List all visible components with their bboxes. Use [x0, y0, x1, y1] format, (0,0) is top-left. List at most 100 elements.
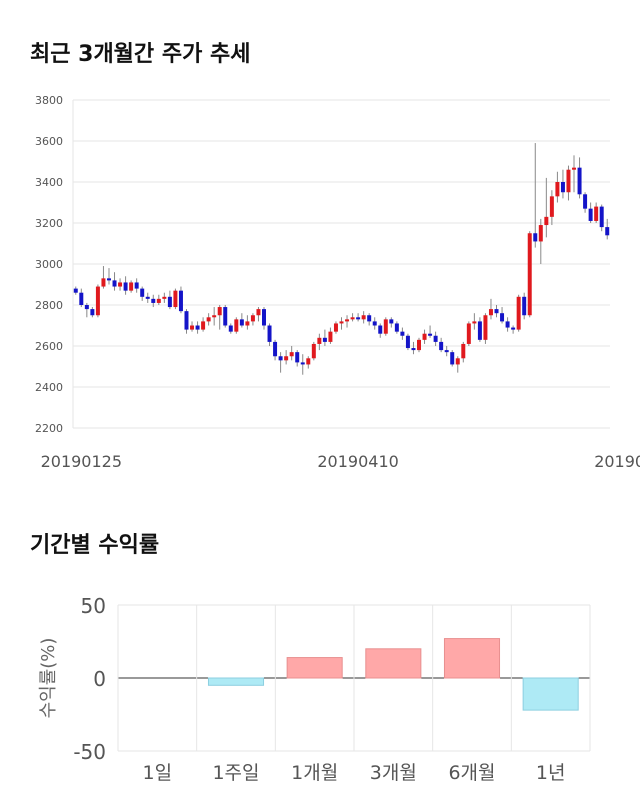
candle	[433, 331, 438, 346]
candle-body	[394, 323, 399, 332]
candle-body	[560, 182, 565, 193]
candle-body	[372, 321, 377, 326]
candle-body	[566, 169, 571, 193]
candle-body	[588, 208, 593, 221]
candle-body	[267, 325, 272, 342]
candle	[129, 280, 134, 293]
candle	[106, 268, 111, 285]
candle-body	[477, 321, 482, 340]
candle-body	[527, 233, 532, 316]
candle	[178, 286, 183, 314]
candle	[494, 305, 499, 318]
candle	[112, 272, 117, 291]
bar-grid	[117, 604, 591, 752]
bar-y-tick-label: -50	[73, 740, 106, 764]
candle	[156, 294, 161, 305]
candle	[605, 218, 610, 240]
candle-body	[428, 333, 433, 336]
candle	[184, 309, 189, 334]
candle	[367, 313, 372, 326]
candle-y-tick-label: 2200	[35, 422, 63, 435]
candle-body	[250, 315, 255, 322]
candle-grid	[72, 99, 610, 429]
bar-y-tick-label: 50	[81, 594, 106, 618]
candle-body	[245, 321, 250, 326]
candle	[295, 350, 300, 367]
candle-y-axis: 3800 3600 3400 3200 3000 2800 2600 2400 2200	[35, 94, 63, 435]
candle-y-tick-label: 3400	[35, 176, 63, 189]
candle-body	[605, 227, 610, 236]
candle	[101, 266, 106, 289]
candle-body	[356, 317, 361, 320]
candle-body	[134, 282, 139, 289]
bar-marks	[207, 638, 579, 711]
candle	[411, 341, 416, 355]
return-bar	[207, 677, 265, 686]
candle-body	[306, 358, 311, 365]
candle	[566, 165, 571, 201]
candle	[267, 323, 272, 346]
candle	[322, 329, 327, 346]
candle-body	[234, 319, 239, 332]
candle-body	[140, 288, 145, 297]
candle	[79, 288, 84, 308]
candle	[300, 354, 305, 375]
candle-body	[284, 356, 289, 361]
candle-y-tick-label: 3800	[35, 94, 63, 107]
candle-body	[433, 335, 438, 342]
candle-body	[555, 182, 560, 197]
candle-body	[422, 333, 427, 340]
candle	[544, 177, 549, 238]
candle-y-tick-label: 3000	[35, 258, 63, 271]
candle	[134, 278, 139, 293]
candle-body	[145, 296, 150, 299]
candle-body	[367, 315, 372, 322]
candle	[516, 294, 521, 332]
candle-body	[455, 358, 460, 365]
candle-body	[262, 309, 266, 326]
candle	[84, 302, 89, 318]
candle	[577, 157, 582, 199]
candle	[560, 169, 565, 199]
candle-body	[156, 298, 161, 303]
candle-body	[333, 323, 338, 332]
candle-body	[217, 307, 222, 316]
candle	[594, 202, 599, 223]
candle-body	[101, 278, 106, 287]
candle	[533, 143, 538, 248]
candle-body	[549, 196, 554, 217]
candle	[273, 339, 278, 361]
candle-body	[594, 206, 599, 221]
candle-body	[383, 319, 388, 334]
candle	[239, 313, 244, 328]
candle-body	[84, 305, 89, 310]
candle	[328, 327, 333, 344]
candle-body	[112, 280, 117, 287]
candle-body	[505, 321, 510, 328]
candle-body	[300, 362, 305, 365]
candle-body	[411, 348, 416, 351]
candle	[527, 231, 532, 318]
candle-body	[511, 327, 516, 330]
candle	[201, 317, 206, 332]
candle-marks	[73, 143, 610, 375]
candle	[140, 286, 145, 301]
candle	[383, 317, 388, 336]
candle-body	[494, 309, 499, 314]
candle	[256, 307, 261, 322]
bar-x-axis: 1일 1주일 1개월 3개월 6개월 1년	[143, 762, 566, 784]
candle-body	[223, 307, 228, 326]
candle-body	[389, 319, 394, 324]
candle	[488, 298, 493, 320]
candle	[356, 313, 361, 322]
candle-body	[228, 325, 233, 332]
return-bar	[365, 648, 422, 679]
candle	[95, 284, 100, 318]
candle	[394, 321, 399, 334]
candle-body	[118, 282, 123, 287]
candle-body	[417, 339, 421, 351]
candle	[483, 313, 488, 344]
candle	[511, 325, 516, 334]
candle-body	[439, 341, 444, 351]
candle	[417, 337, 421, 353]
